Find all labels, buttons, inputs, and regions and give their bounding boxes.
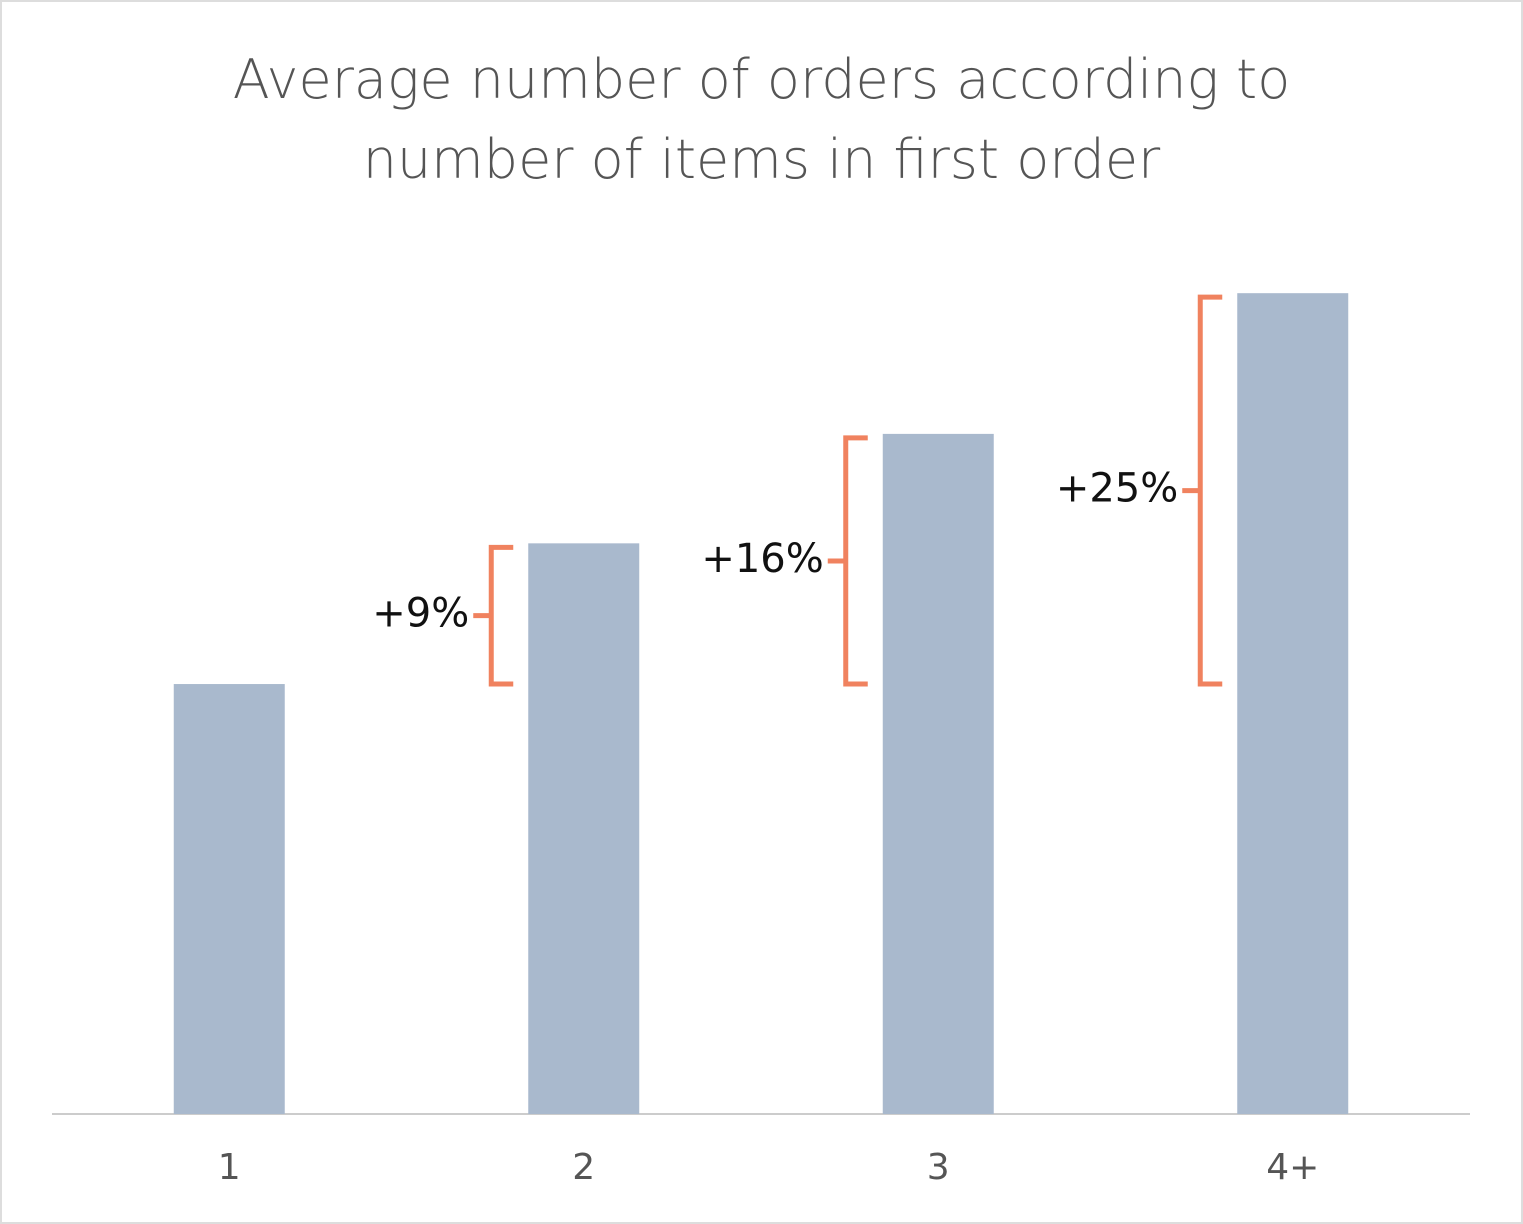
bracket xyxy=(473,544,514,687)
bar xyxy=(882,433,994,1114)
x-tick-label: 1 xyxy=(218,1147,241,1188)
bracket xyxy=(827,435,868,687)
bar xyxy=(1237,293,1349,1114)
annotation-label: +16% xyxy=(701,536,823,582)
bar xyxy=(528,543,640,1114)
x-tick-label: 4+ xyxy=(1266,1147,1319,1188)
annotation-label: +25% xyxy=(1056,466,1178,512)
x-tick-label: 2 xyxy=(572,1147,595,1188)
annotation-label: +9% xyxy=(372,591,469,637)
chart-title: Average number of orders according to nu… xyxy=(232,48,1291,191)
bracket xyxy=(1182,294,1223,687)
x-tick-label: 3 xyxy=(927,1147,950,1188)
title-box: Average number of orders according to nu… xyxy=(2,40,1521,200)
bar xyxy=(173,684,285,1114)
